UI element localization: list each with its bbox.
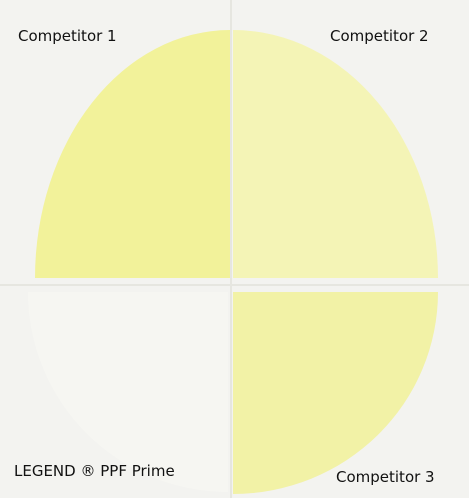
photo: Competitor 1 Competitor 2 LEGEND ® PPF P…: [0, 0, 469, 498]
label: Competitor 2: [330, 27, 429, 45]
label: Competitor 3: [336, 468, 435, 486]
label: Competitor 1: [18, 27, 117, 45]
label: LEGEND ® PPF Prime: [14, 462, 175, 480]
film-samples: [0, 0, 469, 498]
